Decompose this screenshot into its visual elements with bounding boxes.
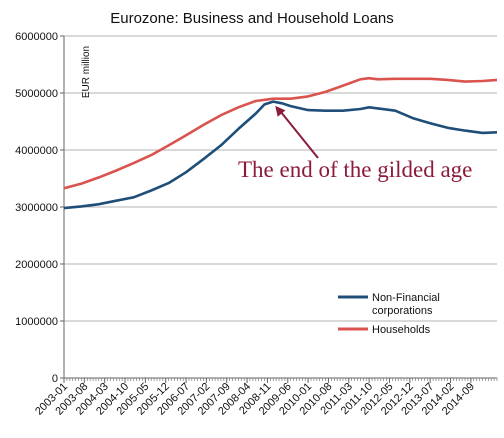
y-tick-label: 4000000 xyxy=(15,145,58,157)
y-axis-unit-label: EUR million xyxy=(81,46,92,98)
annotation-arrowhead xyxy=(275,105,286,117)
series-lines xyxy=(63,76,498,210)
y-tick-label: 1000000 xyxy=(15,316,58,328)
chart-title: Eurozone: Business and Household Loans xyxy=(110,10,394,27)
annotation: The end of the gilded age xyxy=(238,105,472,182)
y-tick-label: 5000000 xyxy=(15,88,58,100)
legend-label: Non-Financial corporations xyxy=(372,292,440,317)
series-line-0 xyxy=(63,100,498,210)
x-axis-ticks: 2003-012003-082004-032004-102005-052005-… xyxy=(33,378,498,418)
grid-lines xyxy=(64,35,497,322)
annotation-text: The end of the gilded age xyxy=(238,157,472,182)
y-tick-label: 0 xyxy=(52,373,58,385)
legend: Non-Financial corporations Households xyxy=(338,292,440,336)
legend-label: Households xyxy=(372,324,431,336)
y-tick-label: 2000000 xyxy=(15,259,58,271)
y-axis-ticks: 0 1000000 2000000 3000000 4000000 5000000 6000… xyxy=(15,31,64,385)
annotation-arrow xyxy=(278,109,319,159)
y-tick-label: 3000000 xyxy=(15,202,58,214)
series-line-1 xyxy=(63,76,498,190)
y-tick-label: 6000000 xyxy=(15,31,58,43)
